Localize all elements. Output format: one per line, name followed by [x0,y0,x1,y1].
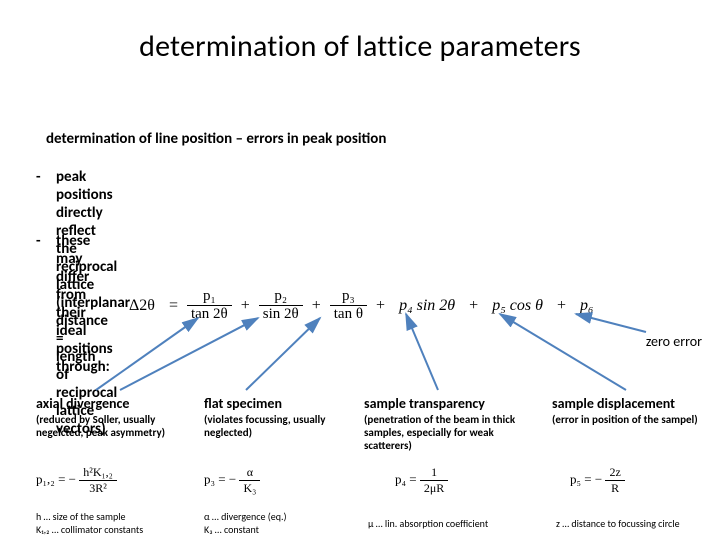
eq-p12-den: 3R² [79,481,117,496]
foot-c1: h … size of the sample K₁,₂ … collimator… [36,511,143,536]
foot-c2-2: K₃ … constant [204,524,287,537]
foot-c2-1: α … divergence (eq.) [204,511,287,524]
bullet-marker: - [36,232,41,250]
col-sample-displacement: sample displacement (error in position o… [552,395,712,426]
eq-p3-den: K₃ [239,481,260,496]
col2-title: flat specimen [204,395,334,412]
eq-p4-num: 1 [420,465,448,481]
page-title: determination of lattice parameters [0,0,720,65]
foot-c4: z … distance to focussing circle [556,518,680,531]
eq-p2-num: p₂ [259,288,303,306]
eq-lhs: Δ2θ [124,297,160,314]
eq-p5-num: 2z [605,465,624,481]
eq-p12: p₁,₂ = − h²K₁,₂3R² [36,465,117,496]
eq-p4-lhs: p₄ = [395,471,417,486]
eq-p3: p₃ = − αK₃ [204,465,260,496]
col-flat-specimen: flat specimen (violates focussing, usual… [204,395,334,439]
eq-p3-den: tan θ [330,306,367,323]
eq-p1-num: p₁ [187,288,232,306]
col-axial-divergence: axial divergence (reduced by Soller, usu… [36,395,186,439]
eq-p3-lhs: p₃ = − [204,471,236,486]
col1-title: axial divergence [36,395,186,412]
col3-desc: (penetration of the beam in thick sample… [364,413,536,453]
eq-p5-lhs: p₅ = − [570,471,602,486]
eq-p3-num: p₃ [330,288,367,306]
eq-t6: p₆ [575,297,599,314]
eq-p4: p₄ = 12μR [395,465,448,496]
eq-t5: p₅ cos θ [487,297,548,314]
col4-desc: (error in position of the sampel) [552,413,712,426]
eq-t4: p₄ sin 2θ [394,297,460,314]
eq-p2-den: sin 2θ [259,306,303,323]
col-sample-transparency: sample transparency (penetration of the … [364,395,536,453]
col2-desc: (violates focussing, usually neglected) [204,413,334,439]
eq-p4-den: 2μR [420,481,448,496]
foot-c3: μ … lin. absorption coefficient [368,518,488,531]
col4-title: sample displacement [552,395,712,412]
col1-desc: (reduced by Soller, usually negelcted, p… [36,413,186,439]
col3-title: sample transparency [364,395,536,412]
foot-c1-2: K₁,₂ … collimator constants [36,524,143,537]
eq-p3-num: α [239,465,260,481]
eq-p12-lhs: p₁,₂ = − [36,471,76,486]
eq-p1-den: tan 2θ [187,306,232,323]
bullet-marker: - [36,168,41,186]
foot-c1-1: h … size of the sample [36,511,143,524]
eq-p12-num: h²K₁,₂ [79,465,117,481]
foot-c2: α … divergence (eq.) K₃ … constant [204,511,287,536]
eq-p5-den: R [605,481,624,496]
eq-p5: p₅ = − 2zR [570,465,625,496]
subtitle: determination of line position – errors … [46,130,386,148]
zero-error-label: zero error [646,333,702,350]
main-equation: Δ2θ = p₁tan 2θ + p₂sin 2θ + p₃tan θ + p₄… [124,288,599,323]
